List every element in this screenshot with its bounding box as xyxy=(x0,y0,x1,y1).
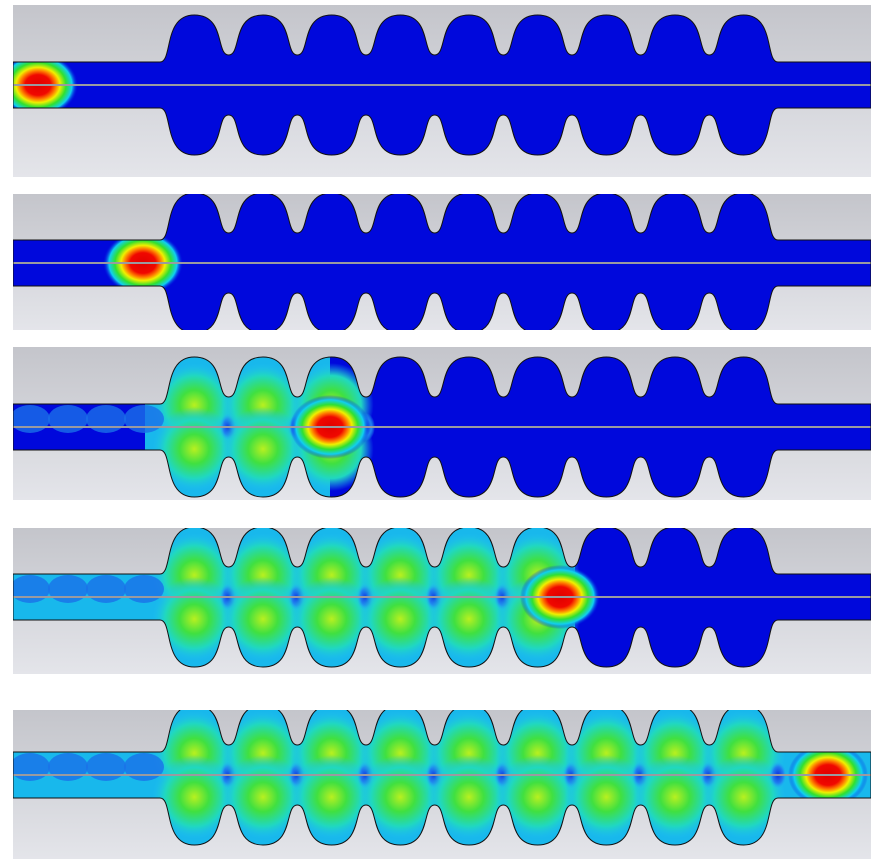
panel xyxy=(0,0,871,217)
pipe-field xyxy=(48,753,88,781)
panel xyxy=(10,488,871,714)
panel xyxy=(13,154,871,370)
pipe-field xyxy=(124,575,164,603)
pipe-field xyxy=(48,575,88,603)
pipe-field xyxy=(10,753,50,781)
pipe-field xyxy=(124,405,164,433)
cavity-field xyxy=(10,488,871,714)
page: (() => { const data = JSON.parse(documen… xyxy=(0,0,878,859)
pipe-field xyxy=(10,405,50,433)
pipe-field xyxy=(86,405,126,433)
pipe-field xyxy=(124,753,164,781)
pipe-field xyxy=(10,575,50,603)
pipe-field xyxy=(48,405,88,433)
cavity-field xyxy=(10,307,871,540)
field-panels xyxy=(0,0,878,859)
pipe-field xyxy=(86,575,126,603)
panel xyxy=(10,307,871,540)
pipe-field xyxy=(86,753,126,781)
panel xyxy=(10,670,871,859)
